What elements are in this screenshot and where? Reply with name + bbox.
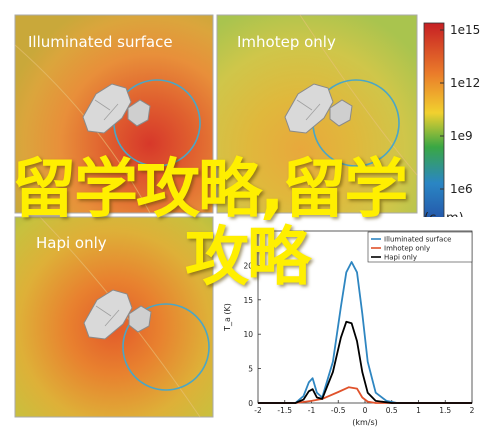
legend-label-1: Imhotep only <box>384 245 430 253</box>
watermark-line-1: 留学攻略,留学 <box>12 153 408 227</box>
colorbar: 1e15 1e12 1e9 1e6 (c m) <box>423 22 480 226</box>
x-tick-label-2: -1 <box>308 406 316 415</box>
colorbar-scale <box>423 22 445 224</box>
x-tick-label-0: -2 <box>254 406 262 415</box>
y-tick-label-4: 20 <box>243 261 253 270</box>
panel-illuminated: Illuminated surface <box>14 14 214 214</box>
panel-illuminated-title: Illuminated surface <box>28 33 173 51</box>
x-tick-label-8: 2 <box>470 406 475 415</box>
panel-imhotep-title: Imhotep only <box>237 33 336 51</box>
x-tick-label-7: 1.5 <box>439 406 451 415</box>
colorbar-tick-2: 1e12 <box>450 76 480 90</box>
x-axis-label: (km/s) <box>352 418 378 427</box>
series-line-0 <box>258 261 472 404</box>
comet-nucleus-3 <box>83 289 152 340</box>
y-tick-label-2: 10 <box>243 330 253 339</box>
x-tick-label-1: -1.5 <box>277 406 292 415</box>
series-line-2 <box>258 320 472 404</box>
colorbar-tick-3: 1e9 <box>450 129 473 143</box>
legend-label-2: Hapi only <box>384 254 417 262</box>
panel-imhotep: Imhotep only <box>216 14 418 214</box>
legend-label-0: Illuminated surface <box>384 236 451 244</box>
panel-hapi-title: Hapi only <box>36 234 107 252</box>
watermark-line-2: 攻略 <box>185 221 311 295</box>
x-tick-label-3: -0.5 <box>331 406 346 415</box>
x-tick-label-6: 1 <box>416 406 421 415</box>
panel-hapi-ring <box>122 303 210 391</box>
comet-nucleus-1 <box>82 83 151 134</box>
panel-hapi: Hapi only <box>14 216 214 418</box>
colorbar-tick-4: 1e6 <box>450 182 473 196</box>
x-tick-label-5: 0.5 <box>386 406 398 415</box>
x-tick-label-4: 0 <box>363 406 368 415</box>
y-axis-label: T_a (K) <box>223 303 232 332</box>
comet-nucleus-2 <box>284 83 353 134</box>
y-tick-label-0: 0 <box>248 399 253 408</box>
legend-box <box>367 231 473 263</box>
y-tick-label-1: 5 <box>248 365 253 374</box>
y-tick-label-3: 15 <box>243 296 253 305</box>
panel-imhotep-contour <box>299 14 418 176</box>
colorbar-tick-1: 1e15 <box>450 23 480 37</box>
line-chart-series <box>258 261 472 404</box>
series-line-1 <box>258 386 472 404</box>
